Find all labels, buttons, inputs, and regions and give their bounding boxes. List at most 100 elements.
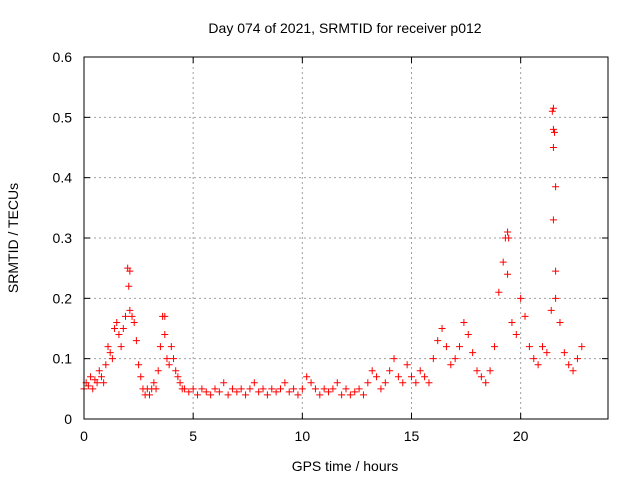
data-point — [290, 385, 298, 393]
data-point — [578, 343, 586, 351]
data-point — [549, 104, 557, 112]
data-point — [416, 367, 424, 375]
data-point — [469, 349, 477, 357]
data-point — [355, 385, 363, 393]
data-point — [338, 391, 346, 399]
data-point — [97, 373, 105, 381]
data-point — [456, 343, 464, 351]
data-point — [495, 288, 503, 296]
data-point — [272, 388, 280, 396]
data-point — [176, 379, 184, 387]
data-point — [373, 373, 381, 381]
data-point — [294, 391, 302, 399]
data-point — [125, 282, 133, 290]
data-point — [565, 361, 573, 369]
x-tick-label: 10 — [295, 428, 311, 444]
data-point — [477, 373, 485, 381]
data-points — [80, 104, 586, 399]
data-point — [311, 385, 319, 393]
data-point — [551, 128, 559, 136]
data-point — [569, 367, 577, 375]
data-point — [211, 385, 219, 393]
data-point — [115, 331, 123, 339]
data-point — [425, 379, 433, 387]
data-point — [104, 343, 112, 351]
data-point — [156, 343, 164, 351]
data-point — [108, 355, 116, 363]
data-point — [504, 270, 512, 278]
data-point — [530, 355, 538, 363]
data-point — [180, 385, 188, 393]
data-point — [434, 337, 442, 345]
data-point — [534, 361, 542, 369]
data-point — [351, 388, 359, 396]
data-point — [539, 343, 546, 351]
x-tick-label: 20 — [513, 428, 529, 444]
x-tick-label: 0 — [80, 428, 88, 444]
x-tick-label: 5 — [189, 428, 197, 444]
data-point — [307, 379, 315, 387]
data-point — [442, 343, 450, 351]
data-point — [113, 318, 121, 326]
data-point — [224, 391, 232, 399]
data-point — [277, 385, 284, 393]
data-point — [429, 355, 437, 363]
data-point — [329, 385, 337, 393]
data-point — [111, 325, 119, 332]
data-point — [106, 349, 114, 357]
data-point — [170, 355, 178, 363]
data-point — [438, 325, 446, 332]
data-point — [165, 361, 173, 369]
data-point — [298, 385, 306, 393]
data-point — [93, 379, 101, 387]
data-point — [135, 361, 143, 369]
data-point — [517, 294, 525, 302]
data-point — [167, 343, 175, 351]
data-point — [499, 258, 507, 266]
data-point — [460, 318, 468, 326]
data-point — [394, 373, 402, 381]
data-point — [146, 391, 153, 399]
data-point — [543, 349, 551, 357]
data-point — [119, 325, 127, 332]
y-tick-label: 0.4 — [53, 170, 73, 186]
data-point — [126, 306, 134, 314]
axis-ticks — [83, 56, 608, 420]
y-tick-label: 0.6 — [53, 49, 73, 65]
data-point — [102, 361, 110, 369]
x-tick-label: 15 — [404, 428, 420, 444]
data-point — [117, 343, 125, 351]
y-tick-label: 0.5 — [53, 109, 73, 125]
data-point — [285, 388, 293, 396]
data-point — [207, 391, 215, 399]
data-point — [95, 367, 103, 375]
data-point — [359, 391, 367, 399]
data-point — [185, 388, 193, 396]
data-point — [525, 343, 533, 351]
data-point — [364, 379, 372, 387]
data-point — [512, 331, 520, 339]
tick-labels: 0 0.1 0.2 0.3 0.4 0.5 0.6 0 5 10 15 20 — [53, 49, 529, 444]
data-point — [220, 379, 228, 387]
data-point — [194, 391, 202, 399]
data-point — [552, 183, 560, 191]
y-tick-label: 0.1 — [53, 351, 73, 367]
data-point — [233, 388, 241, 396]
data-point — [246, 385, 254, 393]
data-point — [403, 361, 411, 369]
data-point — [172, 367, 180, 375]
data-point — [215, 388, 223, 396]
x-axis-title: GPS time / hours — [292, 458, 399, 474]
data-point — [281, 379, 289, 387]
data-point — [504, 228, 512, 236]
data-point — [342, 385, 350, 393]
data-point — [346, 391, 354, 399]
data-point — [451, 355, 459, 363]
data-point — [408, 373, 415, 381]
data-point — [263, 391, 271, 399]
data-point — [202, 388, 210, 396]
data-point — [549, 216, 557, 224]
data-point — [84, 382, 92, 390]
data-point — [325, 388, 333, 396]
